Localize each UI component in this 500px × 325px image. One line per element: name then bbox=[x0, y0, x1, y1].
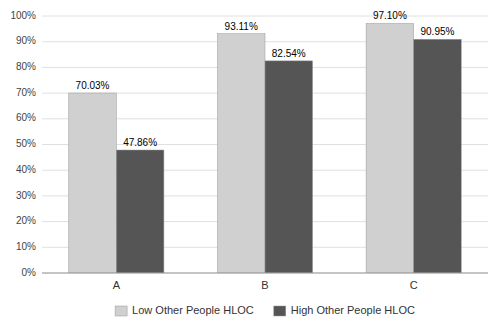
bar bbox=[217, 34, 265, 273]
y-tick-label: 40% bbox=[16, 164, 36, 175]
x-axis-line bbox=[42, 273, 488, 274]
legend-label: Low Other People HLOC bbox=[132, 304, 254, 316]
x-tick-label: B bbox=[261, 279, 268, 291]
y-tick-label: 100% bbox=[10, 10, 36, 21]
y-tick-label: 70% bbox=[16, 87, 36, 98]
chart: 0% 10% 20% 30% 40% 50% 60% 70% 80% 90% 100% 70.03% 9… bbox=[0, 0, 500, 325]
bar bbox=[265, 61, 313, 273]
legend: Low Other People HLOC High Other People H… bbox=[115, 304, 415, 316]
bar bbox=[414, 39, 462, 273]
legend-swatch bbox=[115, 306, 127, 316]
x-tick-label: C bbox=[410, 279, 418, 291]
y-tick-label: 90% bbox=[16, 35, 36, 46]
data-label: 90.95% bbox=[420, 26, 454, 37]
y-tick-label: 0% bbox=[22, 267, 37, 278]
y-tick-label: 30% bbox=[16, 190, 36, 201]
legend-label: High Other People HLOC bbox=[291, 304, 415, 316]
grid-line bbox=[42, 273, 488, 274]
bar bbox=[69, 93, 117, 273]
y-tick-label: 50% bbox=[16, 138, 36, 149]
legend-swatch bbox=[274, 306, 286, 316]
data-label: 70.03% bbox=[76, 80, 110, 91]
bars bbox=[69, 23, 461, 273]
data-label: 47.86% bbox=[123, 137, 157, 148]
data-labels: 70.03% 93.11% 97.10% 47.86% 82.54% 90.95% bbox=[76, 10, 455, 148]
grid bbox=[42, 16, 488, 273]
y-tick-label: 80% bbox=[16, 61, 36, 72]
y-tick-label: 10% bbox=[16, 241, 36, 252]
y-tick-label: 20% bbox=[16, 215, 36, 226]
grid-line bbox=[42, 16, 488, 17]
data-label: 82.54% bbox=[272, 48, 306, 59]
x-tick-label: A bbox=[113, 279, 121, 291]
bar bbox=[366, 23, 414, 273]
legend-item: High Other People HLOC bbox=[274, 304, 415, 316]
data-label: 93.11% bbox=[225, 21, 258, 32]
bar bbox=[116, 150, 164, 273]
legend-item: Low Other People HLOC bbox=[115, 304, 254, 316]
y-tick-label: 60% bbox=[16, 112, 36, 123]
data-label: 97.10% bbox=[373, 10, 407, 21]
